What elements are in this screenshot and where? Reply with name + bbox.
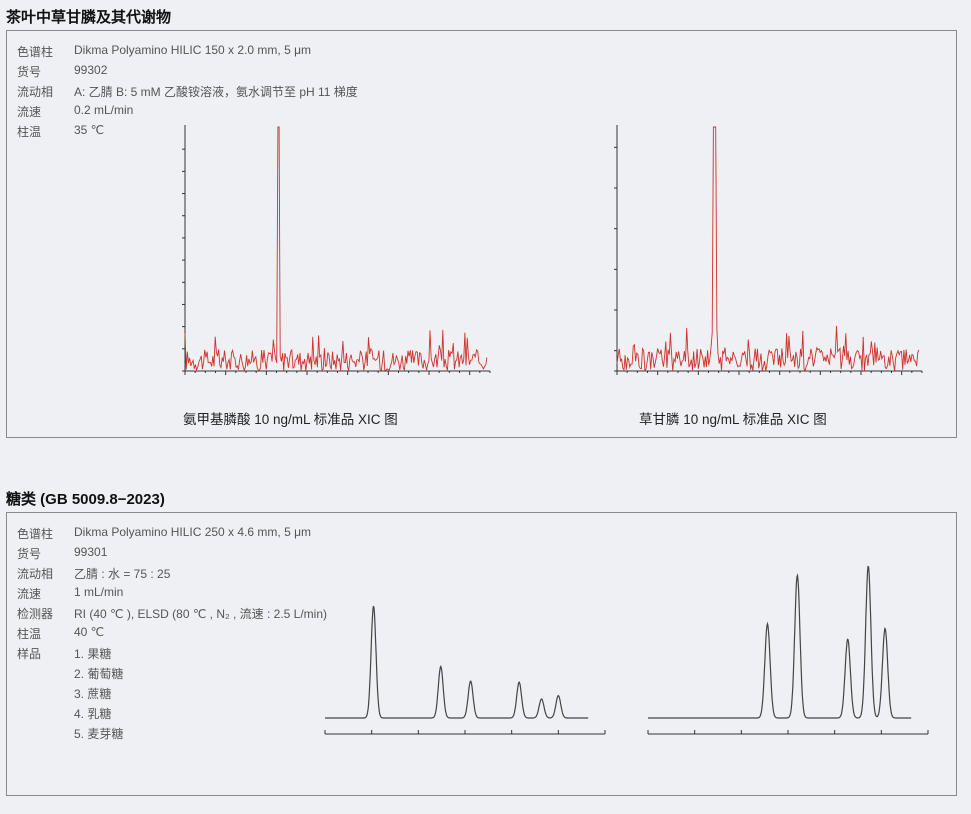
param-value: Dikma Polyamino HILIC 150 x 2.0 mm, 5 μm [74,43,311,57]
param-label: 货号 [17,547,42,561]
section-title-glyphosate: 茶叶中草甘膦及其代谢物 [6,9,172,26]
param-value: 3. 蔗糖 [74,687,112,701]
glyphosate-caption: 草甘膦 10 ng/mL 标准品 XIC 图 [639,412,827,427]
param-value: Dikma Polyamino HILIC 250 x 4.6 mm, 5 μm [74,525,311,539]
ri-chromatogram [324,605,606,735]
param-value: 乙腈 : 水 = 75 : 25 [74,567,171,581]
xic-trace [184,126,488,373]
param-value: 0.2 mL/min [74,103,134,117]
param-row: 柱温 35 ℃ [17,123,617,139]
param-label: 流动相 [17,567,54,581]
elsd-chromatogram [647,565,929,735]
param-row: 色谱柱 Dikma Polyamino HILIC 250 x 4.6 mm, 5… [17,525,617,541]
param-row: 色谱柱 Dikma Polyamino HILIC 150 x 2.0 mm, 5… [17,43,617,59]
param-value: 40 ℃ [74,625,105,639]
param-label: 货号 [17,65,42,79]
param-label: 检测器 [17,607,54,621]
ampa-caption: 氨甲基膦酸 10 ng/mL 标准品 XIC 图 [183,412,398,427]
param-label: 柱温 [17,627,42,641]
param-value: 5. 麦芽糖 [74,727,124,741]
param-row: 柱温 40 ℃ [17,625,617,641]
param-value: 35 ℃ [74,123,105,137]
xic-trace [616,126,920,373]
param-label: 流速 [17,587,42,601]
param-row: 货号 99302 [17,63,617,79]
param-value: 1 mL/min [74,585,124,599]
param-row: 5. 麦芽糖 [17,725,617,741]
param-label: 色谱柱 [17,45,54,59]
ampa-xic-chart [182,125,491,375]
param-value: 4. 乳糖 [74,707,112,721]
param-row: 检测器 RI (40 ℃ ), ELSD (80 ℃ , N₂ , 流速 : 2.… [17,605,617,621]
glyphosate-panel: 色谱柱 Dikma Polyamino HILIC 150 x 2.0 mm, 5… [6,30,957,438]
param-value: A: 乙腈 B: 5 mM 乙酸铵溶液，氨水调节至 pH 11 梯度 [74,85,358,99]
param-row: 流速 1 mL/min [17,585,617,601]
param-row: 流动相 乙腈 : 水 = 75 : 25 [17,565,617,581]
param-value: 99302 [74,63,108,77]
param-label: 色谱柱 [17,527,54,541]
param-row: 货号 99301 [17,545,617,561]
param-label: 样品 [17,647,42,661]
chromatogram-trace [648,565,912,719]
param-value: 99301 [74,545,108,559]
param-label: 流速 [17,105,42,119]
param-value: 1. 果糖 [74,647,112,661]
param-label: 流动相 [17,85,54,99]
param-row: 2. 葡萄糖 [17,665,617,681]
chromatogram-trace [325,605,589,719]
sugars-panel: 色谱柱 Dikma Polyamino HILIC 250 x 4.6 mm, 5… [6,512,957,796]
param-row: 样品 1. 果糖 [17,645,617,661]
param-row: 4. 乳糖 [17,705,617,721]
section-title-sugars: 糖类 (GB 5009.8−2023) [6,491,165,508]
param-row: 流速 0.2 mL/min [17,103,617,119]
param-value: RI (40 ℃ ), ELSD (80 ℃ , N₂ , 流速 : 2.5 L… [74,607,328,621]
param-row: 3. 蔗糖 [17,685,617,701]
param-value: 2. 葡萄糖 [74,667,124,681]
param-row: 流动相 A: 乙腈 B: 5 mM 乙酸铵溶液，氨水调节至 pH 11 梯度 [17,83,617,99]
param-label: 柱温 [17,125,42,139]
glyphosate-xic-chart [614,125,923,375]
